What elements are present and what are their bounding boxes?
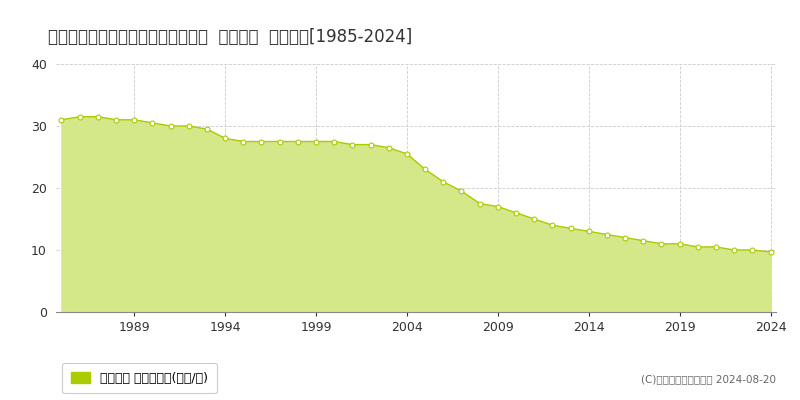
Text: (C)土地価格ドットコム 2024-08-20: (C)土地価格ドットコム 2024-08-20 (641, 374, 776, 384)
Legend: 地価公示 平均坪単価(万円/坪): 地価公示 平均坪単価(万円/坪) (62, 363, 217, 393)
Text: 北海道登別市中央町２丁目１２番８  地価公示  地価推移[1985-2024]: 北海道登別市中央町２丁目１２番８ 地価公示 地価推移[1985-2024] (48, 28, 412, 46)
